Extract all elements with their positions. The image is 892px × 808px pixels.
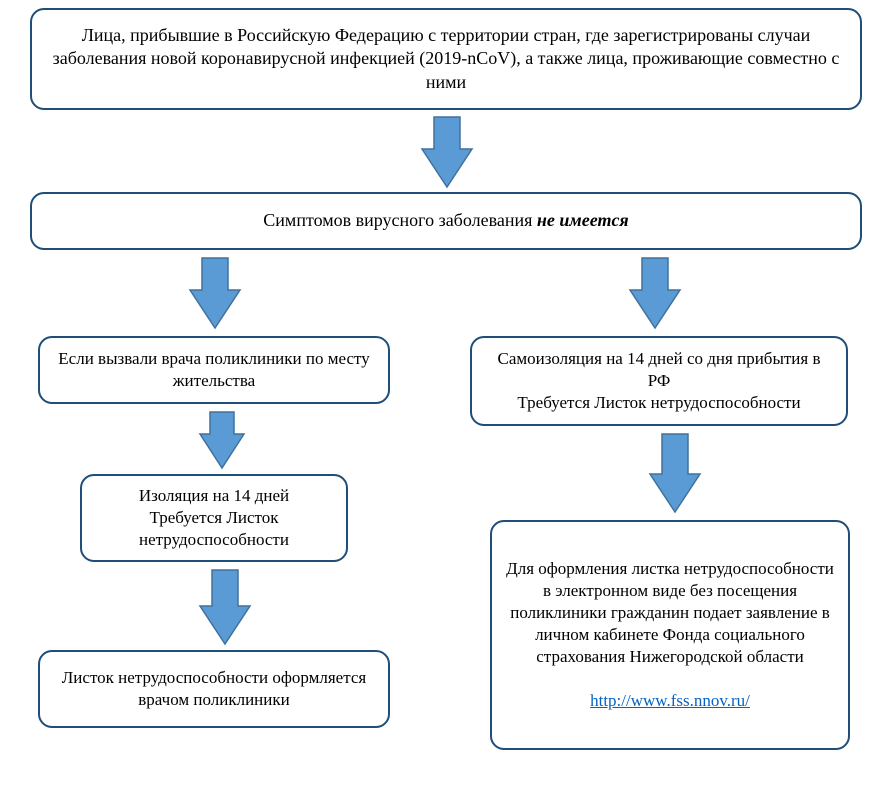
node-text: Изоляция на 14 дней Требуется Листок нет…	[96, 485, 332, 551]
node-text: Самоизоляция на 14 дней со дня прибытия …	[486, 348, 832, 414]
node-no-symptoms: Симптомов вирусного заболевания не имеет…	[30, 192, 862, 250]
line2: Требуется Листок нетрудоспособности	[517, 393, 800, 412]
line2: Требуется Листок нетрудоспособности	[139, 508, 289, 549]
node-text: Листок нетрудоспособности оформляется вр…	[54, 667, 374, 711]
node-self-isolation: Самоизоляция на 14 дней со дня прибытия …	[470, 336, 848, 426]
body-text: Для оформления листка нетрудоспособности…	[506, 559, 834, 666]
node-called-doctor: Если вызвали врача поликлиники по месту …	[38, 336, 390, 404]
arrow-icon	[198, 568, 252, 646]
prefix-text: Симптомов вирусного заболевания	[263, 210, 537, 230]
node-text: Симптомов вирусного заболевания не имеет…	[263, 209, 628, 232]
fss-link[interactable]: http://www.fss.nnov.ru/	[590, 691, 750, 710]
node-electronic-filing: Для оформления листка нетрудоспособности…	[490, 520, 850, 750]
arrow-icon	[648, 432, 702, 514]
node-text: Если вызвали врача поликлиники по месту …	[54, 348, 374, 392]
arrow-icon	[188, 256, 242, 330]
node-text: Для оформления листка нетрудоспособности…	[506, 558, 834, 713]
arrow-icon	[420, 115, 474, 189]
emph-text: не имеется	[537, 210, 629, 230]
line1: Самоизоляция на 14 дней со дня прибытия …	[498, 349, 821, 390]
node-arrivals: Лица, прибывшие в Российскую Федерацию с…	[30, 8, 862, 110]
node-text: Лица, прибывшие в Российскую Федерацию с…	[46, 24, 846, 94]
arrow-icon	[628, 256, 682, 330]
node-doctor-issues-leave: Листок нетрудоспособности оформляется вр…	[38, 650, 390, 728]
arrow-icon	[198, 410, 246, 470]
line1: Изоляция на 14 дней	[139, 486, 289, 505]
node-isolation: Изоляция на 14 дней Требуется Листок нет…	[80, 474, 348, 562]
